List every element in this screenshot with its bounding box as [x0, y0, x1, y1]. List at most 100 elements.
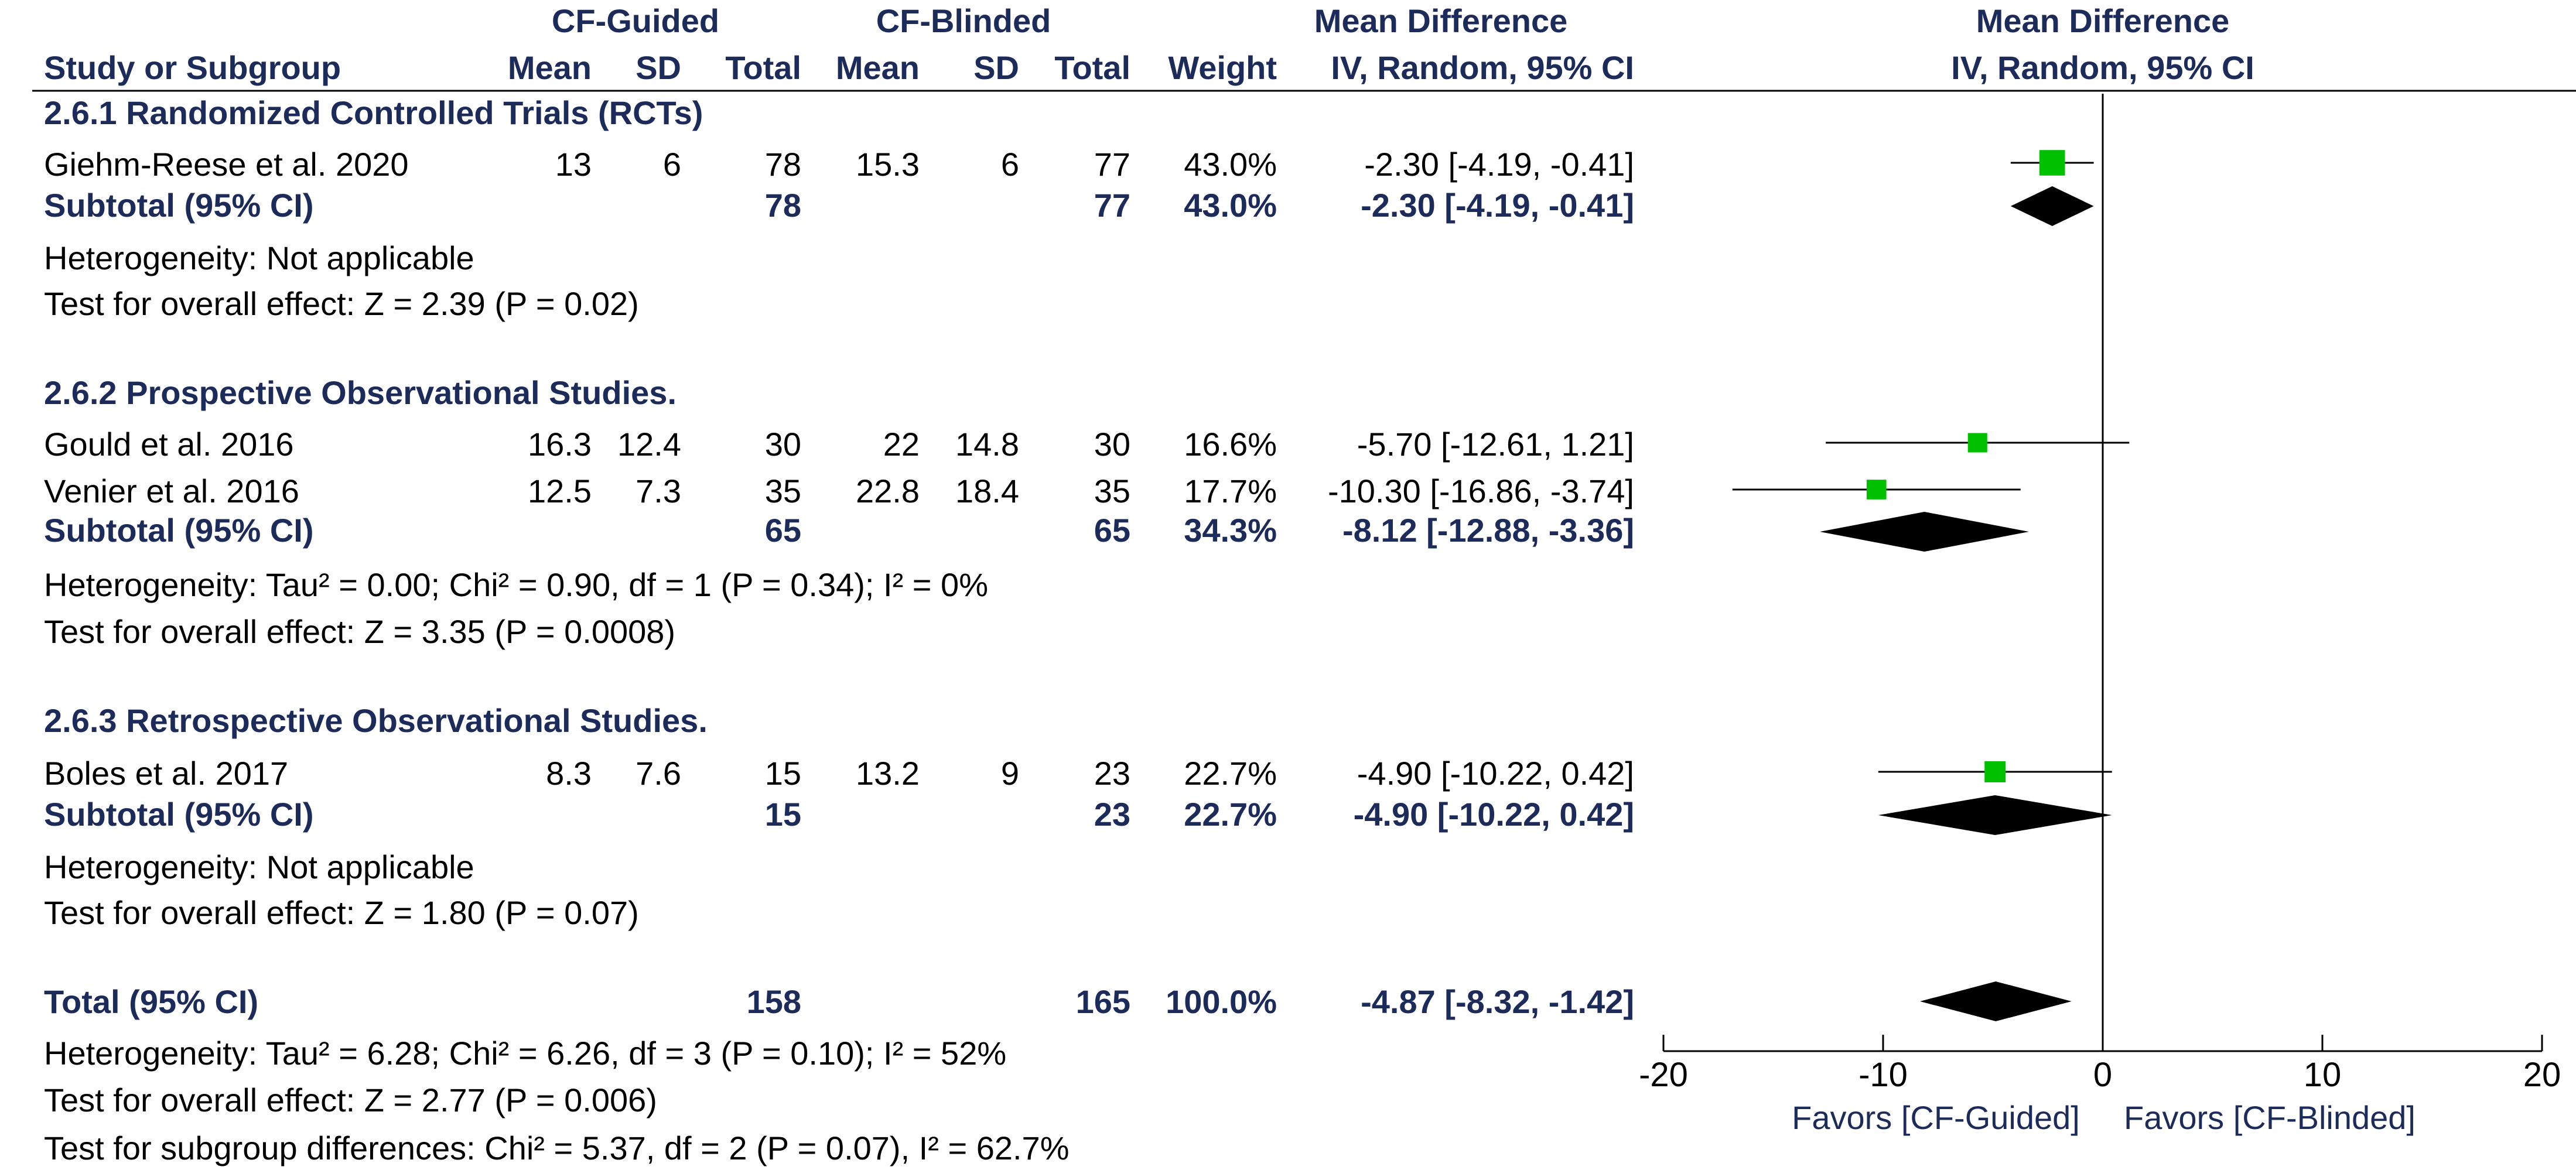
total-heterogeneity-text: Heterogeneity: Tau² = 6.28; Chi² = 6.26,…: [44, 1035, 1006, 1072]
header-group2: CF-Blinded: [876, 2, 1051, 39]
col-mean1: Mean: [508, 49, 592, 86]
subtotal-ci: -2.30 [-4.19, -0.41]: [1361, 187, 1634, 224]
x-axis-tick-label: 20: [2523, 1056, 2561, 1094]
favors-right-label: Favors [CF-Blinded]: [2124, 1099, 2416, 1136]
plot-ci-label: IV, Random, 95% CI: [1951, 49, 2254, 86]
subtotal-weight: 22.7%: [1184, 796, 1277, 833]
study-name: Venier et al. 2016: [44, 473, 299, 509]
study-sd2: 6: [1001, 146, 1019, 183]
table-row-study: Boles et al. 2017 8.3 7.6 15 13.2 9 23 2…: [44, 755, 1634, 792]
total-label: Total (95% CI): [44, 983, 258, 1020]
subtotal-ci: -8.12 [-12.88, -3.36]: [1342, 512, 1634, 549]
overall-effect-text: Test for overall effect: Z = 1.80 (P = 0…: [44, 894, 639, 931]
col-weight: Weight: [1168, 49, 1277, 86]
subtotal-total2: 77: [1094, 187, 1130, 224]
subtotal-total1: 15: [765, 796, 801, 833]
x-axis-tick-label: 10: [2304, 1056, 2342, 1094]
study-mean2: 22.8: [856, 473, 920, 509]
study-name: Gould et al. 2016: [44, 426, 294, 463]
header-group1: CF-Guided: [552, 2, 719, 39]
favors-left-label: Favors [CF-Guided]: [1792, 1099, 2080, 1136]
subtotal-ci: -4.90 [-10.22, 0.42]: [1354, 796, 1634, 833]
study-mean2: 13.2: [856, 755, 920, 792]
total-overall-effect-text: Test for overall effect: Z = 2.77 (P = 0…: [44, 1082, 657, 1118]
col-sd2: SD: [973, 49, 1019, 86]
subtotal-diamond: [2010, 186, 2094, 226]
study-sd2: 18.4: [955, 473, 1019, 509]
study-total1: 30: [765, 426, 801, 463]
study-effect-square: [1866, 480, 1887, 500]
study-weight: 22.7%: [1184, 755, 1277, 792]
study-weight: 16.6%: [1184, 426, 1277, 463]
subtotal-row: Subtotal (95% CI) 65 65 34.3% -8.12 [-12…: [44, 512, 1634, 549]
study-name: Boles et al. 2017: [44, 755, 288, 792]
header-md-title: Mean Difference: [1314, 2, 1568, 39]
subtotal-label: Subtotal (95% CI): [44, 512, 313, 549]
heterogeneity-text: Heterogeneity: Tau² = 0.00; Chi² = 0.90,…: [44, 566, 988, 603]
x-axis-tick-label: -10: [1858, 1056, 1908, 1094]
study-ci: -2.30 [-4.19, -0.41]: [1364, 146, 1634, 183]
subgroup-title-3: 2.6.3 Retrospective Observational Studie…: [44, 702, 708, 739]
study-mean1: 12.5: [528, 473, 592, 509]
study-ci: -4.90 [-10.22, 0.42]: [1357, 755, 1634, 792]
total-ci: -4.87 [-8.32, -1.42]: [1361, 983, 1634, 1020]
subtotal-row: Subtotal (95% CI) 78 77 43.0% -2.30 [-4.…: [44, 187, 1634, 224]
subtotal-total2: 65: [1094, 512, 1130, 549]
col-total1: Total: [725, 49, 801, 86]
subtotal-weight: 34.3%: [1184, 512, 1277, 549]
total-total2: 165: [1076, 983, 1130, 1020]
col-study: Study or Subgroup: [44, 49, 341, 86]
subtotal-label: Subtotal (95% CI): [44, 796, 313, 833]
subtotal-total2: 23: [1094, 796, 1130, 833]
study-total1: 15: [765, 755, 801, 792]
forest-plot-area: -20 -10 0 10 20: [1639, 94, 2561, 1094]
study-weight: 17.7%: [1184, 473, 1277, 509]
heterogeneity-text: Heterogeneity: Not applicable: [44, 849, 474, 885]
table-row-study: Gould et al. 2016 16.3 12.4 30 22 14.8 3…: [44, 426, 1634, 463]
x-axis-tick-label: -20: [1639, 1056, 1688, 1094]
subtotal-row: Subtotal (95% CI) 15 23 22.7% -4.90 [-10…: [44, 796, 1634, 833]
study-mean2: 15.3: [856, 146, 920, 183]
study-effect-square: [1984, 761, 2006, 783]
study-total2: 30: [1094, 426, 1130, 463]
study-total2: 23: [1094, 755, 1130, 792]
study-sd1: 6: [663, 146, 681, 183]
study-total2: 77: [1094, 146, 1130, 183]
subtotal-label: Subtotal (95% CI): [44, 187, 313, 224]
subtotal-total1: 65: [765, 512, 801, 549]
x-axis-tick-label: 0: [2093, 1056, 2112, 1094]
study-sd1: 12.4: [617, 426, 681, 463]
subtotal-total1: 78: [765, 187, 801, 224]
heterogeneity-text: Heterogeneity: Not applicable: [44, 240, 474, 276]
study-sd2: 9: [1001, 755, 1019, 792]
col-sd1: SD: [636, 49, 681, 86]
subtotal-weight: 43.0%: [1184, 187, 1277, 224]
study-mean1: 13: [555, 146, 592, 183]
study-mean1: 16.3: [528, 426, 592, 463]
study-effect-square: [1967, 433, 1987, 453]
subtotal-diamond: [1878, 795, 2112, 835]
col-ci: IV, Random, 95% CI: [1331, 49, 1634, 86]
study-sd1: 7.6: [636, 755, 681, 792]
study-mean1: 8.3: [546, 755, 592, 792]
total-weight: 100.0%: [1166, 983, 1277, 1020]
col-mean2: Mean: [836, 49, 920, 86]
study-total1: 35: [765, 473, 801, 509]
study-mean2: 22: [883, 426, 920, 463]
study-sd2: 14.8: [955, 426, 1019, 463]
table-row-study: Giehm-Reese et al. 2020 13 6 78 15.3 6 7…: [44, 146, 1634, 183]
study-name: Giehm-Reese et al. 2020: [44, 146, 409, 183]
study-ci: -10.30 [-16.86, -3.74]: [1328, 473, 1634, 509]
overall-effect-text: Test for overall effect: Z = 3.35 (P = 0…: [44, 613, 675, 650]
subgroup-title-1: 2.6.1 Randomized Controlled Trials (RCTs…: [44, 94, 703, 131]
overall-effect-text: Test for overall effect: Z = 2.39 (P = 0…: [44, 285, 639, 322]
table-row-study: Venier et al. 2016 12.5 7.3 35 22.8 18.4…: [44, 473, 1634, 509]
study-weight: 43.0%: [1184, 146, 1277, 183]
study-effect-square: [2039, 150, 2065, 176]
overall-diamond: [1920, 981, 2072, 1021]
study-total2: 35: [1094, 473, 1130, 509]
study-total1: 78: [765, 146, 801, 183]
study-sd1: 7.3: [636, 473, 681, 509]
subtotal-diamond: [1820, 512, 2029, 552]
